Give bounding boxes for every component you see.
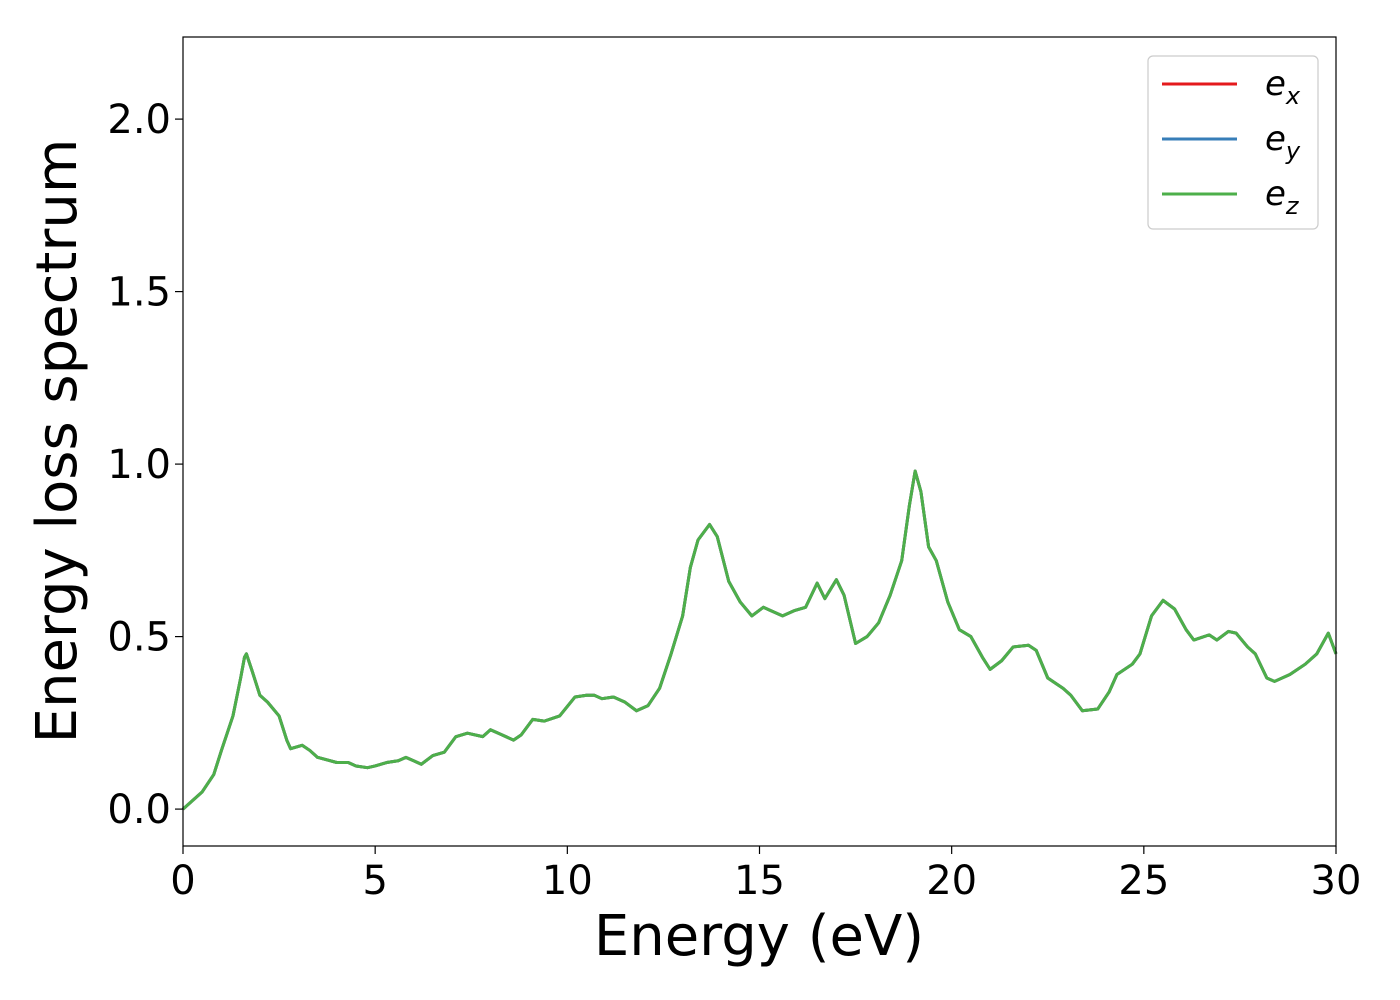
y-tick-label: 0.5 [107, 615, 171, 661]
y-tick-label: 2.0 [107, 97, 171, 143]
x-tick-label: 5 [362, 858, 387, 904]
x-tick-label: 20 [926, 858, 977, 904]
series-line [181, 469, 1338, 811]
plot-frame [182, 36, 1337, 847]
x-tick-label: 15 [734, 858, 785, 904]
legend-label: ex [1265, 64, 1301, 110]
x-tick-label: 0 [170, 858, 195, 904]
series-line [181, 469, 1338, 811]
series-line [181, 469, 1338, 811]
legend-label: ez [1265, 174, 1300, 220]
legend-label: ey [1265, 119, 1301, 165]
x-tick-label: 10 [542, 858, 593, 904]
x-tick-label: 30 [1311, 858, 1362, 904]
y-tick-label: 1.0 [107, 442, 171, 488]
y-axis-label: Energy loss spectrum [25, 139, 90, 744]
x-axis-label: Energy (eV) [594, 904, 924, 969]
y-tick-label: 1.5 [107, 270, 171, 316]
y-tick-label: 0.0 [107, 787, 171, 833]
x-tick-label: 25 [1118, 858, 1169, 904]
legend-box [1147, 55, 1319, 230]
